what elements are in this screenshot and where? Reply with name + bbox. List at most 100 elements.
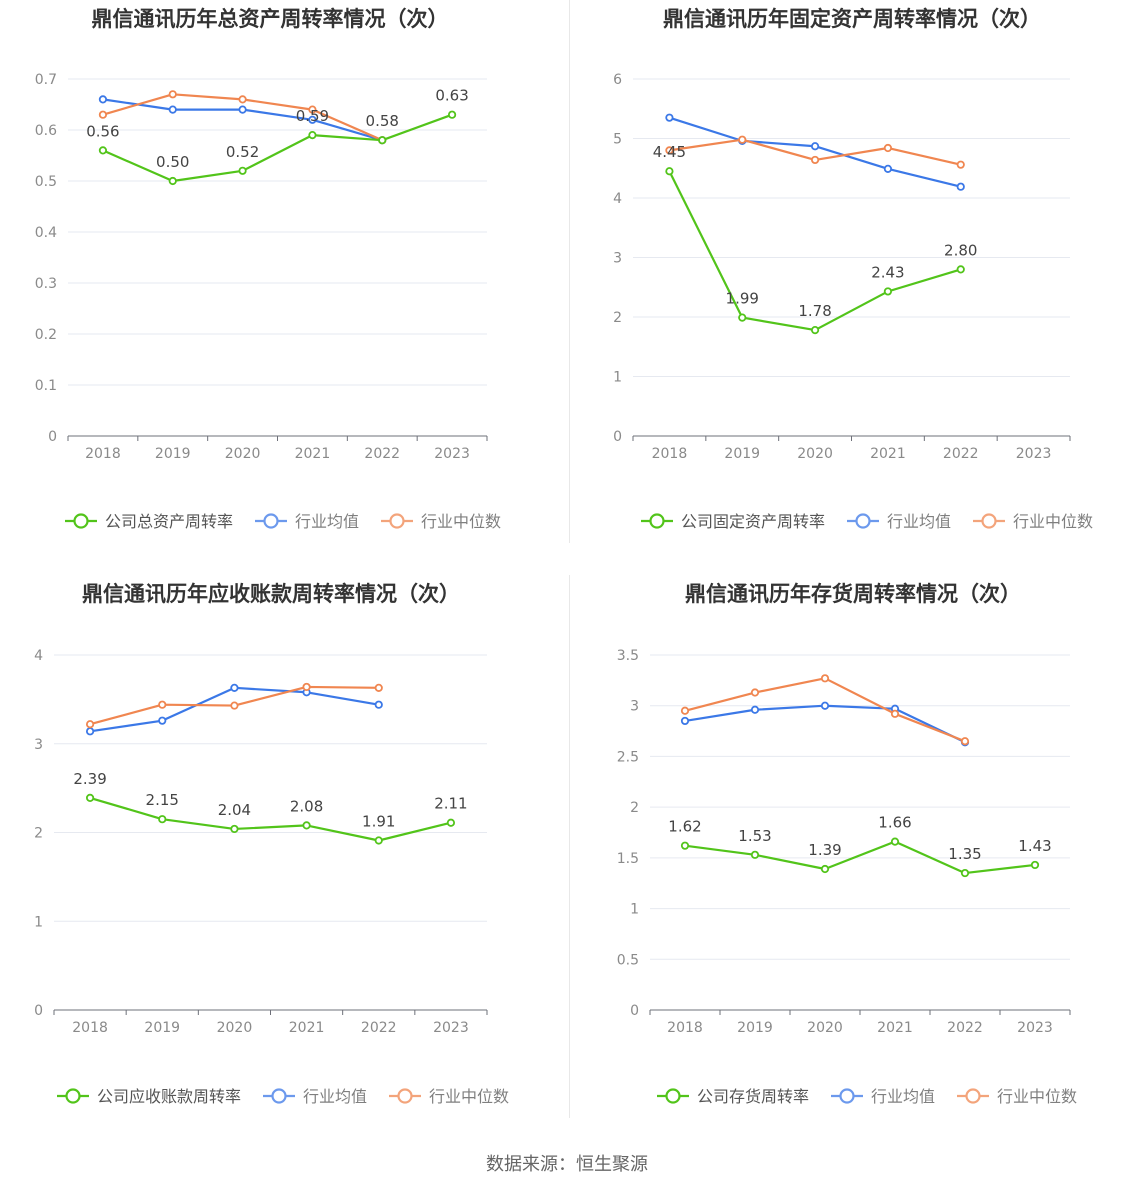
- y-tick-label: 0.3: [35, 276, 57, 292]
- data-point-company: [890, 837, 900, 846]
- legend-label: 行业均值: [871, 1087, 935, 1106]
- chart-svg-1: 鼎信通讯历年固定资产周转率情况（次） 0 1 2 3 4 5 6 2018 2019 2020 202…: [613, 7, 1093, 531]
- x-tick-label: 2022: [364, 446, 400, 462]
- y-tick-label: 1: [34, 914, 43, 930]
- data-point-avg: [665, 113, 674, 122]
- legend-label: 公司固定资产周转率: [681, 512, 825, 531]
- y-tick-label: 3: [34, 737, 43, 753]
- y-tick-label: 1.5: [617, 851, 639, 867]
- data-point-avg: [956, 182, 965, 191]
- y-tick-label: 5: [613, 132, 622, 148]
- x-tick-label: 2021: [870, 446, 906, 462]
- legend-item-median[interactable]: 行业中位数: [381, 512, 501, 531]
- data-label: 1.53: [738, 827, 771, 845]
- legend-circle-icon: [73, 513, 89, 529]
- chart-panel-receivables: 鼎信通讯历年应收账款周转率情况（次） 0 1 2 3 4 2018 2019 2020 2021 2…: [0, 575, 567, 1150]
- legend-label: 公司总资产周转率: [105, 512, 233, 531]
- data-point-company: [168, 176, 177, 186]
- data-point-median: [158, 700, 167, 709]
- x-tick-label: 2019: [737, 1020, 773, 1036]
- data-label: 2.15: [146, 791, 179, 809]
- data-point-company: [750, 850, 760, 859]
- chart-svg-2: 鼎信通讯历年应收账款周转率情况（次） 0 1 2 3 4 2018 2019 2020 2021 2…: [34, 582, 509, 1106]
- legend-label: 行业均值: [887, 512, 951, 531]
- y-tick-label: 1: [613, 370, 622, 386]
- data-label: 1.35: [948, 845, 981, 863]
- data-point-median: [956, 160, 965, 169]
- x-tick-label: 2022: [361, 1020, 397, 1036]
- data-point-median: [302, 682, 311, 692]
- legend-label: 行业中位数: [429, 1087, 509, 1106]
- legend-item-avg[interactable]: 行业均值: [255, 512, 359, 531]
- legend-item-median[interactable]: 行业中位数: [957, 1087, 1077, 1106]
- legend-item-avg[interactable]: 行业均值: [831, 1087, 935, 1106]
- y-tick-label: 0.7: [35, 72, 57, 88]
- legend-item-avg[interactable]: 行业均值: [263, 1087, 367, 1106]
- chart-title: 鼎信通讯历年总资产周转率情况（次）: [92, 7, 449, 31]
- data-label: 1.78: [798, 302, 831, 320]
- y-tick-label: 0: [630, 1003, 639, 1019]
- x-tick-label: 2020: [797, 446, 833, 462]
- legend-circle-icon: [263, 513, 279, 529]
- legend-circle-icon: [981, 513, 997, 529]
- data-point-avg: [810, 142, 820, 151]
- legend-circle-icon: [965, 1088, 981, 1104]
- legend-circle-icon: [665, 1088, 681, 1104]
- series-line-company: [102, 113, 453, 183]
- legend-item-company[interactable]: 公司存货周转率: [657, 1087, 809, 1106]
- data-source-note: 数据来源：恒生聚源: [486, 1154, 648, 1175]
- x-tick-label: 2020: [225, 446, 261, 462]
- series-line-company: [89, 796, 452, 842]
- data-point-median: [820, 674, 830, 683]
- data-label: 1.43: [1018, 837, 1051, 855]
- y-tick-label: 2: [630, 800, 639, 816]
- chart-panel-fixed-asset: 鼎信通讯历年固定资产周转率情况（次） 0 1 2 3 4 5 6 2018 2019 2020 202…: [567, 0, 1134, 575]
- y-tick-label: 0.2: [35, 327, 57, 343]
- legend-item-median[interactable]: 行业中位数: [389, 1087, 509, 1106]
- data-point-median: [750, 688, 760, 697]
- legend-circle-icon: [397, 1088, 413, 1104]
- y-tick-label: 0: [48, 429, 57, 445]
- x-tick-label: 2020: [807, 1020, 843, 1036]
- y-tick-label: 0: [613, 429, 622, 445]
- data-point-company: [378, 136, 387, 145]
- data-point-company: [680, 841, 690, 850]
- data-point-median: [98, 110, 108, 119]
- data-point-company: [158, 815, 167, 824]
- data-point-avg: [98, 95, 108, 104]
- chart-panel-total-asset: 鼎信通讯历年总资产周转率情况（次） 0 0.1 0.2 0.3 0.4 0.5 0.6 0.7 2…: [0, 0, 567, 575]
- data-label: 2.80: [944, 241, 977, 259]
- data-point-company: [883, 287, 893, 296]
- x-tick-label: 2021: [877, 1020, 913, 1036]
- x-tick-label: 2023: [1016, 446, 1052, 462]
- y-tick-label: 0.6: [35, 123, 57, 139]
- legend-circle-icon: [839, 1088, 855, 1104]
- data-point-avg: [238, 105, 247, 114]
- legend-item-median[interactable]: 行业中位数: [973, 512, 1093, 531]
- x-tick-label: 2020: [217, 1020, 253, 1036]
- x-tick-label: 2022: [943, 446, 979, 462]
- x-tick-label: 2018: [85, 446, 121, 462]
- data-point-company: [308, 131, 317, 140]
- data-point-median: [883, 143, 893, 153]
- data-point-company: [960, 868, 970, 878]
- legend-item-company[interactable]: 公司总资产周转率: [65, 512, 233, 531]
- x-tick-label: 2019: [724, 446, 760, 462]
- data-label: 1.99: [726, 290, 759, 308]
- legend-label: 行业均值: [303, 1087, 367, 1106]
- data-point-median: [238, 95, 247, 104]
- data-point-company: [665, 167, 674, 176]
- data-label: 4.45: [653, 143, 686, 161]
- legend-item-company[interactable]: 公司应收账款周转率: [57, 1087, 241, 1106]
- data-point-company: [446, 818, 456, 827]
- x-tick-label: 2019: [144, 1020, 180, 1036]
- vertical-divider-top: [569, 0, 570, 543]
- legend-item-avg[interactable]: 行业均值: [847, 512, 951, 531]
- x-tick-label: 2023: [433, 1020, 469, 1036]
- legend-item-company[interactable]: 公司固定资产周转率: [641, 512, 825, 531]
- y-tick-label: 3.5: [617, 648, 639, 664]
- legend-label: 行业中位数: [421, 512, 501, 531]
- legend-label: 行业中位数: [997, 1087, 1077, 1106]
- data-point-company: [230, 824, 239, 834]
- data-point-avg: [230, 683, 239, 692]
